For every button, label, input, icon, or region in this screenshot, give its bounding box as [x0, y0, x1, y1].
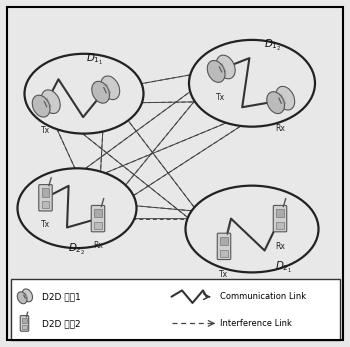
Ellipse shape: [25, 54, 144, 134]
Text: Tx: Tx: [41, 126, 50, 135]
Bar: [42, 201, 49, 208]
FancyBboxPatch shape: [217, 233, 231, 260]
Text: Communication Link: Communication Link: [220, 292, 307, 301]
Text: Rx: Rx: [93, 240, 103, 249]
FancyBboxPatch shape: [39, 185, 52, 211]
Ellipse shape: [92, 81, 110, 103]
Text: D2D 类型1: D2D 类型1: [42, 292, 81, 301]
FancyBboxPatch shape: [20, 315, 29, 331]
Ellipse shape: [267, 92, 285, 113]
Ellipse shape: [101, 76, 120, 100]
Ellipse shape: [216, 55, 235, 79]
Ellipse shape: [186, 186, 318, 272]
Ellipse shape: [18, 168, 136, 248]
Bar: [220, 250, 228, 256]
Text: $D_{1_{1}}$: $D_{1_{1}}$: [86, 51, 103, 67]
Bar: [22, 325, 27, 329]
Bar: [276, 222, 284, 229]
Ellipse shape: [22, 289, 33, 302]
Ellipse shape: [17, 292, 27, 304]
Bar: [276, 209, 284, 217]
Ellipse shape: [189, 40, 315, 127]
Ellipse shape: [207, 60, 225, 82]
FancyBboxPatch shape: [91, 205, 105, 232]
Text: Tx: Tx: [41, 220, 50, 229]
Text: Rx: Rx: [275, 125, 285, 134]
Text: Tx: Tx: [216, 93, 225, 102]
Text: D2D 类型2: D2D 类型2: [42, 319, 80, 328]
Text: Interference Link: Interference Link: [220, 319, 292, 328]
Ellipse shape: [276, 86, 295, 110]
Bar: [42, 188, 49, 196]
Text: Tx: Tx: [219, 270, 229, 279]
Text: Rx: Rx: [275, 243, 285, 252]
Ellipse shape: [32, 95, 50, 117]
Ellipse shape: [41, 90, 60, 113]
Bar: [220, 237, 228, 245]
FancyBboxPatch shape: [273, 205, 287, 232]
Bar: [94, 222, 102, 229]
Bar: [94, 209, 102, 217]
Text: $D_{2_{1}}$: $D_{2_{1}}$: [275, 260, 292, 275]
Text: $D_{2_{2}}$: $D_{2_{2}}$: [68, 242, 86, 257]
Bar: [22, 318, 27, 323]
Bar: [10, 279, 340, 340]
Text: $D_{1_{2}}$: $D_{1_{2}}$: [264, 37, 282, 53]
